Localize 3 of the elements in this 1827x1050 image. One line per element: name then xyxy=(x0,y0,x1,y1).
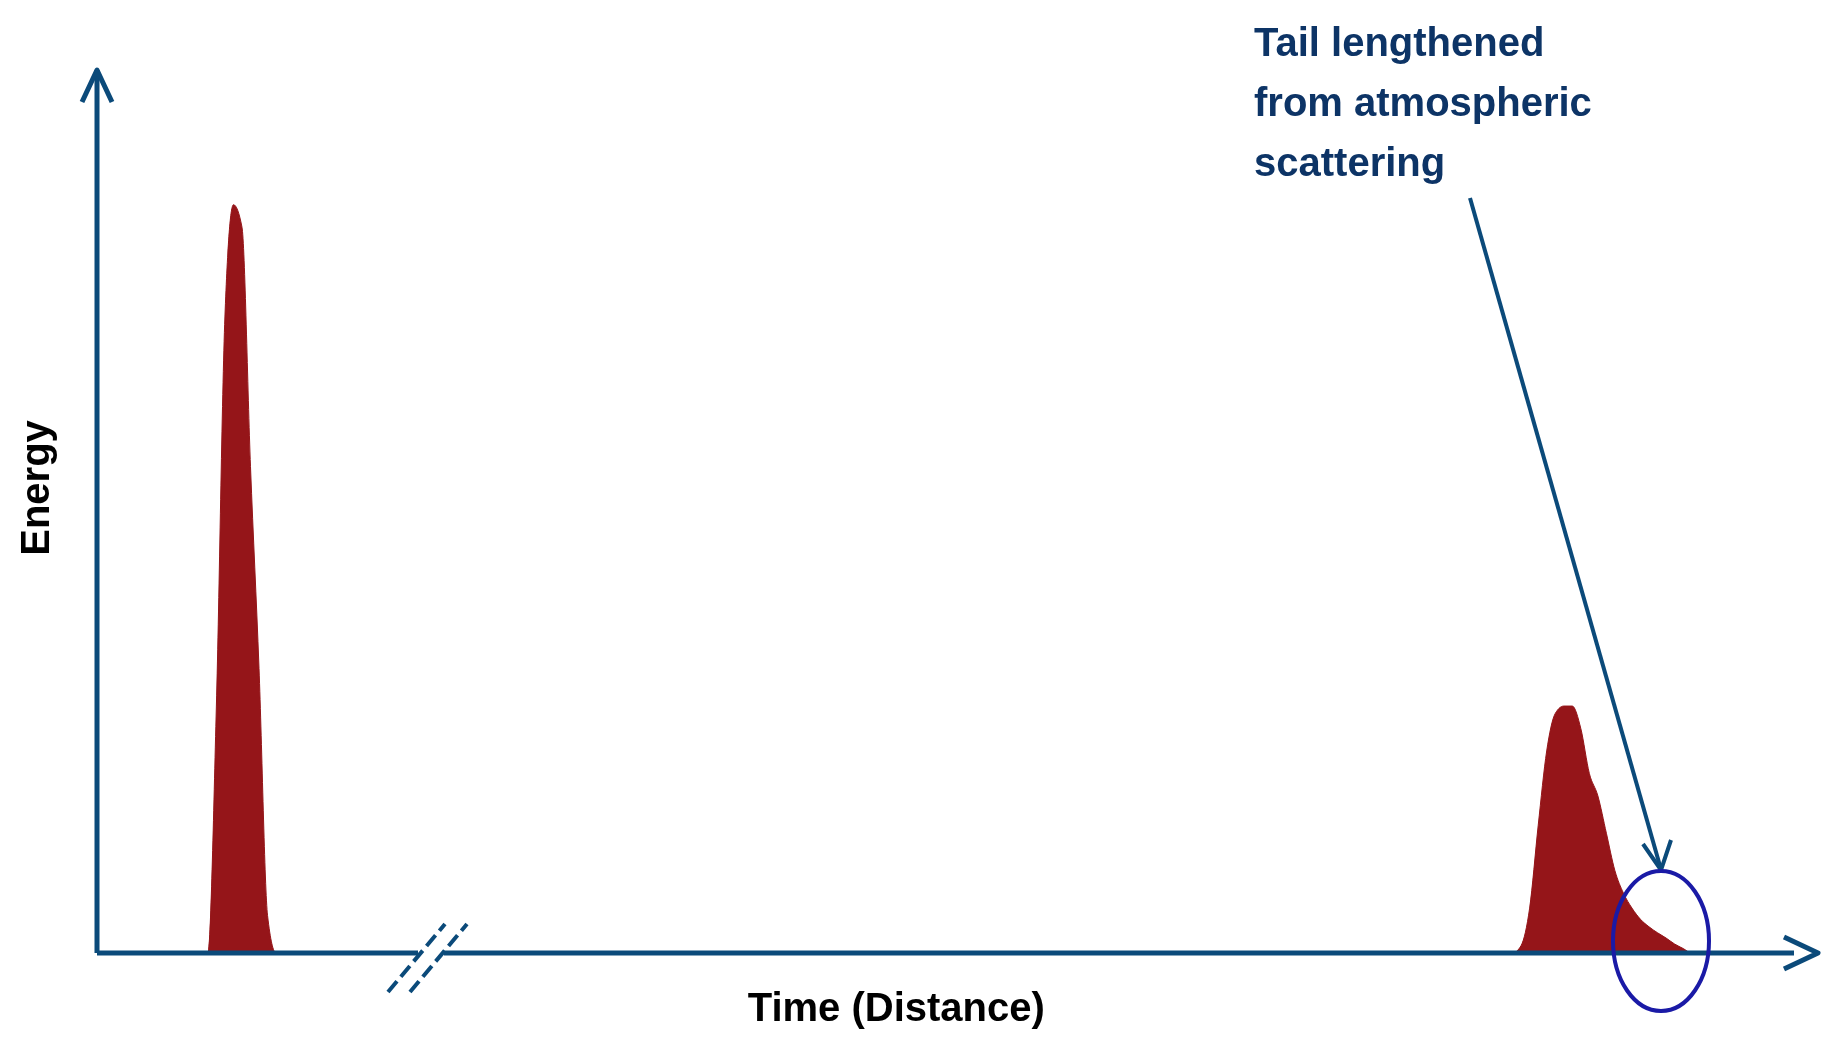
x-axis-title: Time (Distance) xyxy=(747,985,1045,1029)
text: Tail lengthened from atmospheric scattering xyxy=(1254,19,1593,186)
y-axis-title: Energy xyxy=(13,419,57,556)
